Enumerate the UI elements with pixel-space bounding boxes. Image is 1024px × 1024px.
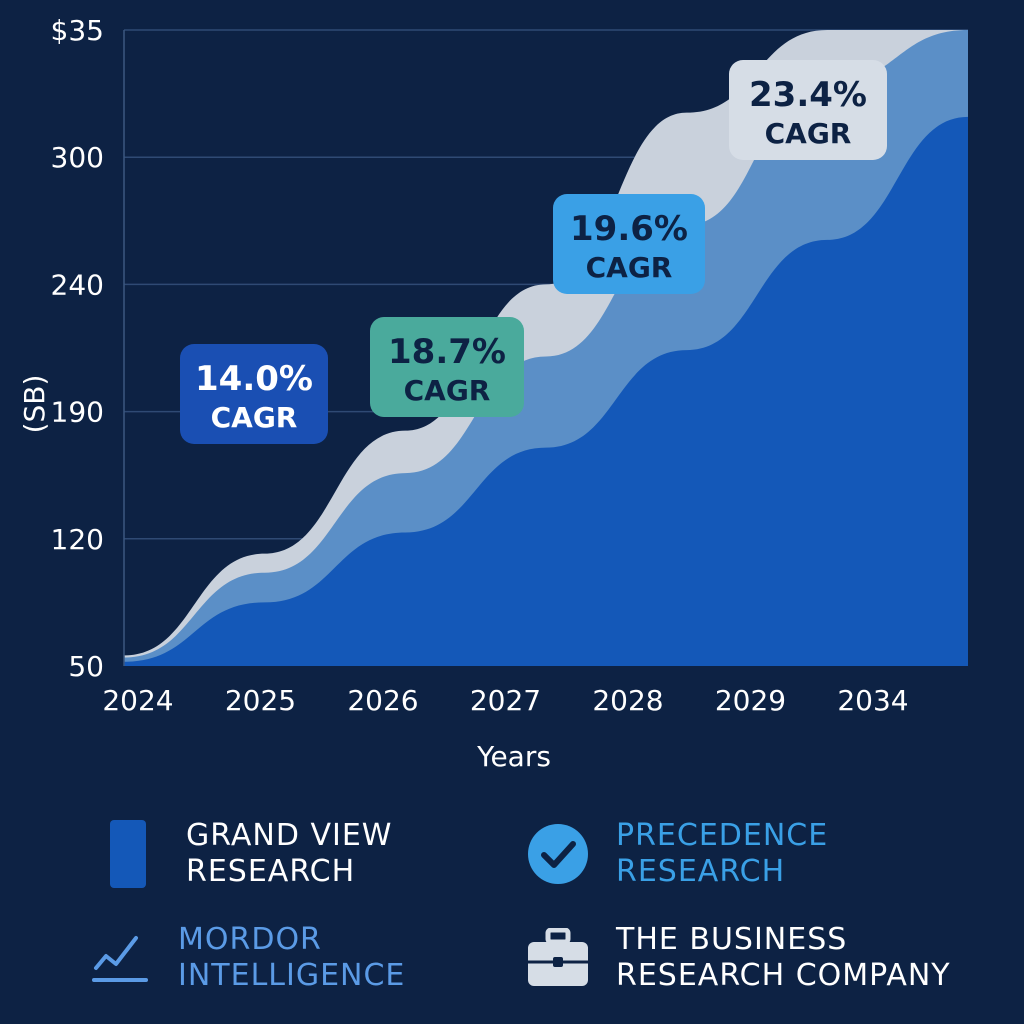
- y-tick-label: 240: [51, 268, 104, 301]
- x-axis-title: Years: [476, 740, 551, 773]
- y-tick-label: 300: [51, 141, 104, 174]
- y-tick-label: 50: [68, 650, 104, 683]
- y-tick-label: 120: [51, 523, 104, 556]
- x-tick-label: 2025: [225, 684, 296, 717]
- cagr-value: 18.7%: [388, 332, 506, 372]
- legend-label-precedence-research: PRECEDENCE RESEARCH: [616, 818, 829, 889]
- cagr-label: CAGR: [586, 251, 673, 284]
- cagr-label: CAGR: [404, 374, 491, 407]
- cagr-badge-box: [729, 60, 887, 160]
- cagr-badge: 23.4%CAGR: [729, 60, 887, 160]
- y-tick-label: 190: [51, 396, 104, 429]
- legend-item-business-research-company: THE BUSINESS RESEARCH COMPANY: [526, 922, 951, 994]
- x-tick-label: 2028: [592, 684, 663, 717]
- area-grand-view-research: [124, 116, 968, 667]
- x-tick-label: 2024: [102, 684, 173, 717]
- briefcase-icon: [526, 926, 590, 990]
- checkmark-circle-icon: [526, 822, 590, 886]
- square-swatch-icon: [96, 820, 160, 888]
- cagr-badge: 18.7%CAGR: [370, 317, 524, 417]
- cagr-badge-box: [553, 194, 705, 294]
- cagr-label: CAGR: [211, 401, 298, 434]
- cagr-badge-box: [370, 317, 524, 417]
- cagr-value: 23.4%: [749, 75, 867, 115]
- cagr-badge: 14.0%CAGR: [180, 344, 328, 444]
- line-chart-icon: [88, 926, 152, 990]
- x-tick-label: 2029: [715, 684, 786, 717]
- legend-item-mordor-intelligence: MORDOR INTELLIGENCE: [88, 922, 405, 994]
- y-tick-label: $35: [51, 14, 104, 47]
- y-axis-ticks: 50 120 190 240 300 $35: [51, 14, 104, 683]
- legend: GRAND VIEW RESEARCH PRECEDENCE RESEARCH …: [0, 800, 1024, 1024]
- cagr-badge: 19.6%CAGR: [553, 194, 705, 294]
- legend-item-grand-view-research: GRAND VIEW RESEARCH: [96, 818, 392, 890]
- cagr-value: 19.6%: [570, 209, 688, 249]
- x-tick-label: 2027: [470, 684, 541, 717]
- legend-item-precedence-research: PRECEDENCE RESEARCH: [526, 818, 828, 890]
- legend-label-grand-view-research: GRAND VIEW RESEARCH: [186, 818, 393, 889]
- x-tick-label: 2026: [347, 684, 418, 717]
- area-series: [124, 30, 968, 667]
- cagr-badge-box: [180, 344, 328, 444]
- x-axis-ticks: 2024 2025 2026 2027 2028 2029 2034: [102, 684, 908, 717]
- legend-label-business-research-company: THE BUSINESS RESEARCH COMPANY: [616, 922, 951, 993]
- cagr-label: CAGR: [765, 117, 852, 150]
- legend-label-mordor-intelligence: MORDOR INTELLIGENCE: [178, 922, 406, 993]
- cagr-value: 14.0%: [195, 359, 313, 399]
- y-axis-title: (SB): [18, 375, 51, 434]
- x-tick-label: 2034: [837, 684, 908, 717]
